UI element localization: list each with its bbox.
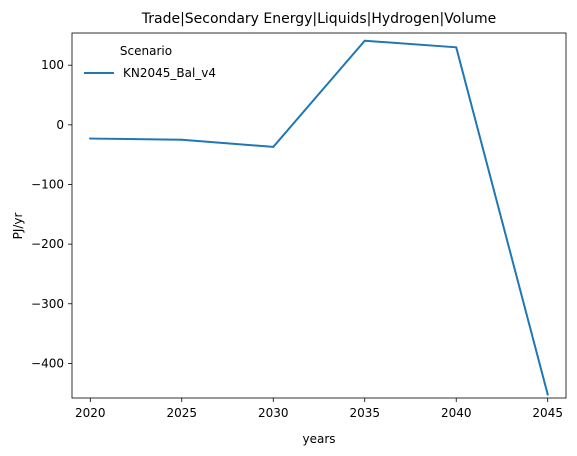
data-point [180, 138, 183, 141]
legend-title: Scenario [120, 44, 172, 58]
series-layer [89, 39, 549, 396]
y-axis-label: PJ/yr [11, 213, 25, 240]
legend-label-kn2045-bal-v4: KN2045_Bal_v4 [123, 66, 216, 80]
y-tick-label: 100 [41, 58, 64, 72]
x-tick-label: 2020 [75, 406, 106, 420]
x-tick-label: 2025 [167, 406, 198, 420]
axes-frame [71, 32, 567, 399]
data-point [455, 46, 458, 49]
data-point [546, 393, 549, 396]
y-tick-label: 0 [56, 118, 64, 132]
series-line-kn2045-bal-v4 [89, 39, 549, 396]
x-tick-label: 2030 [258, 406, 289, 420]
chart-title: Trade|Secondary Energy|Liquids|Hydrogen|… [141, 11, 496, 27]
x-tick-label: 2040 [441, 406, 472, 420]
y-tick-label: −200 [31, 237, 64, 251]
data-point [363, 39, 366, 42]
y-axis: 100 0 −100 −200 −300 −400 [31, 58, 72, 370]
y-tick-label: −300 [31, 297, 64, 311]
y-tick-label: −100 [31, 177, 64, 191]
plot-frame [71, 32, 567, 399]
x-tick-label: 2035 [349, 406, 380, 420]
data-point [272, 145, 275, 148]
legend: Scenario KN2045_Bal_v4 [84, 44, 216, 80]
x-tick-label: 2045 [532, 406, 563, 420]
x-axis-label: years [302, 432, 335, 446]
data-point [89, 137, 92, 140]
x-axis: 2020 2025 2030 2035 2040 2045 [75, 398, 563, 420]
y-tick-label: −400 [31, 356, 64, 370]
